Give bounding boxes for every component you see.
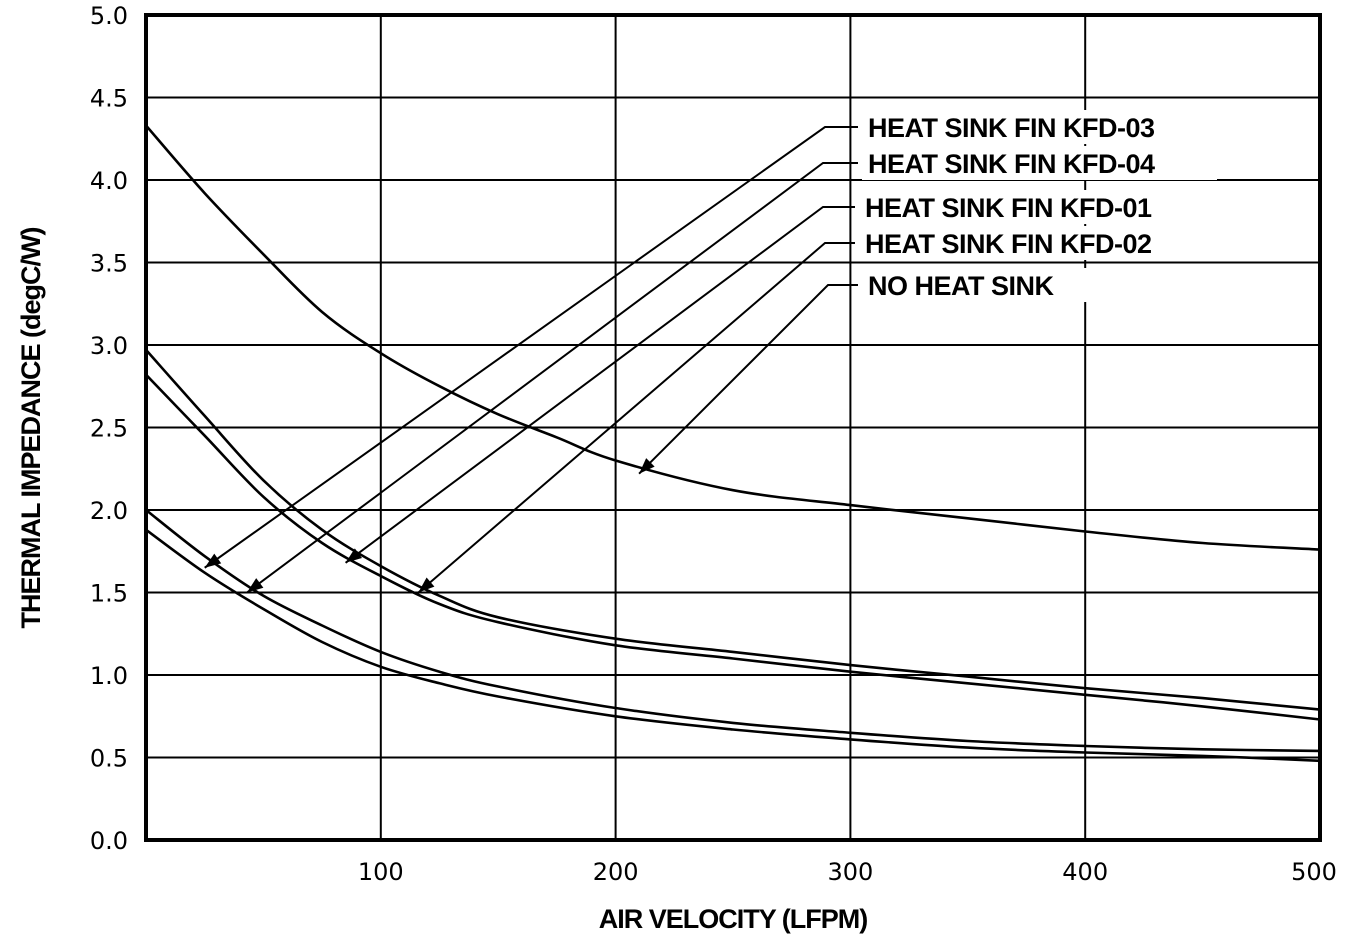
series-line-heat-sink-fin-kfd-02 — [145, 349, 1321, 711]
y-tick-label: 3.5 — [90, 250, 128, 278]
series-curves — [145, 124, 1321, 763]
x-axis-label: AIR VELOCITY (LFPM) — [599, 904, 868, 934]
legend-leader-heat-sink-fin-kfd-04 — [246, 162, 858, 594]
x-tick-label: 300 — [827, 858, 873, 886]
legend-arrow-heat-sink-fin-kfd-01 — [345, 548, 362, 563]
y-tick-label: 0.0 — [90, 827, 128, 855]
series-line-heat-sink-fin-kfd-04 — [145, 528, 1321, 763]
y-axis-label: THERMAL IMPEDANCE (degC/W) — [16, 228, 46, 629]
y-tick-label: 1.5 — [90, 580, 128, 608]
x-tick-labels: 100 200 300 400 500 — [358, 858, 1337, 886]
legend-label-no-heat-sink: NO HEAT SINK — [868, 271, 1055, 301]
legend-label-bg — [859, 190, 1211, 224]
legend-leader-heat-sink-fin-kfd-02 — [417, 242, 855, 594]
legend-arrow-heat-sink-fin-kfd-04 — [246, 578, 264, 593]
legend: HEAT SINK FIN KFD-03 HEAT SINK FIN KFD-04… — [204, 110, 1217, 594]
legend-label-heat-sink-fin-kfd-02: HEAT SINK FIN KFD-02 — [865, 229, 1152, 259]
legend-leader-heat-sink-fin-kfd-01 — [344, 206, 855, 564]
grid-lines — [146, 15, 1320, 840]
y-tick-label: 2.0 — [90, 497, 128, 525]
legend-arrow-heat-sink-fin-kfd-03 — [204, 553, 222, 568]
y-tick-label: 4.5 — [90, 85, 128, 113]
y-tick-label: 3.0 — [90, 332, 128, 360]
legend-label-bg — [859, 226, 1216, 260]
legend-leader-no-heat-sink — [638, 284, 858, 475]
legend-leader-heat-sink-fin-kfd-03 — [204, 126, 858, 569]
series-line-no-heat-sink — [145, 124, 1321, 551]
legend-label-heat-sink-fin-kfd-03: HEAT SINK FIN KFD-03 — [868, 113, 1155, 143]
y-tick-label: 2.5 — [90, 415, 128, 443]
y-tick-label: 4.0 — [90, 167, 128, 195]
y-tick-label: 5.0 — [90, 2, 128, 30]
legend-label-bg — [862, 146, 1217, 180]
legend-label-bg — [862, 110, 1217, 144]
x-tick-label: 200 — [593, 858, 639, 886]
y-tick-labels: 0.0 0.5 1.0 1.5 2.0 2.5 3.0 3.5 4.0 4.5 5.0 — [90, 2, 128, 855]
legend-arrow-heat-sink-fin-kfd-02 — [418, 577, 435, 593]
legend-arrow-no-heat-sink — [639, 458, 655, 474]
y-tick-label: 1.0 — [90, 662, 128, 690]
legend-label-heat-sink-fin-kfd-04: HEAT SINK FIN KFD-04 — [868, 149, 1155, 179]
x-tick-label: 100 — [358, 858, 404, 886]
x-tick-label: 500 — [1291, 858, 1337, 886]
series-line-heat-sink-fin-kfd-01 — [145, 373, 1321, 721]
y-tick-label: 0.5 — [90, 745, 128, 773]
plot-frame — [144, 13, 1322, 842]
series-line-heat-sink-fin-kfd-03 — [145, 508, 1321, 753]
x-tick-label: 400 — [1062, 858, 1108, 886]
legend-label-heat-sink-fin-kfd-01: HEAT SINK FIN KFD-01 — [865, 193, 1152, 223]
legend-label-bg — [862, 268, 1092, 302]
